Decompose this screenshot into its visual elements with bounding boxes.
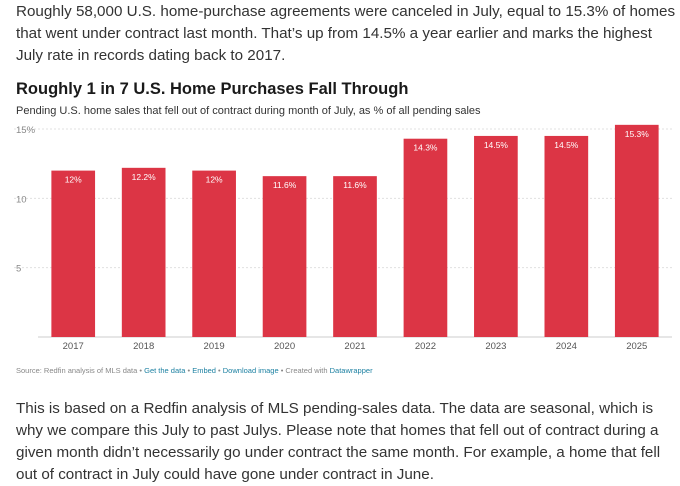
x-tick-label: 2023 xyxy=(485,341,506,352)
bar-value-label: 11.6% xyxy=(343,180,367,190)
x-tick-label: 2025 xyxy=(626,341,647,352)
bar-chart: 12% 12.2% 12% 11.6% 11.6% 14.3% 14.5% 14.5% 15.3… xyxy=(14,124,672,352)
bar-2017 xyxy=(51,170,96,337)
bar-2021 xyxy=(333,176,377,337)
datawrapper-link[interactable]: Datawrapper xyxy=(329,366,373,375)
bar-2025 xyxy=(614,124,659,337)
bar-value-label: 11.6% xyxy=(273,180,297,190)
source-line: Source: Redfin analysis of MLS data • Ge… xyxy=(16,366,373,375)
get-data-link[interactable]: Get the data xyxy=(144,366,186,375)
bar-value-label: 15.3% xyxy=(625,129,650,139)
y-tick-label: 15% xyxy=(16,125,36,136)
bars: 12% 12.2% 12% 11.6% 11.6% 14.3% 14.5% 14.5% 15.3… xyxy=(51,124,659,337)
separator: • xyxy=(137,366,145,375)
x-tick-label: 2024 xyxy=(556,341,577,352)
bar-2022 xyxy=(403,138,448,337)
bar-2024 xyxy=(544,135,589,337)
x-tick-label: 2020 xyxy=(274,341,295,352)
intro-paragraph: Roughly 58,000 U.S. home-purchase agreem… xyxy=(16,3,676,64)
axis-labels: 5 10 15% 2017 2018 2019 2020 2021 2022 2023 2024 20… xyxy=(16,125,647,352)
x-tick-label: 2022 xyxy=(415,341,436,352)
x-tick-label: 2018 xyxy=(133,341,154,352)
separator: • xyxy=(185,366,193,375)
x-tick-label: 2017 xyxy=(63,341,84,352)
created-with-text: • Created with xyxy=(278,366,330,375)
chart-subtitle: Pending U.S. home sales that fell out of… xyxy=(16,105,481,117)
download-image-link[interactable]: Download image xyxy=(222,366,279,375)
bar-value-label: 14.5% xyxy=(554,140,579,150)
bar-2023 xyxy=(474,135,518,337)
bar-2019 xyxy=(192,170,236,337)
y-tick-label: 5 xyxy=(16,264,21,275)
bar-value-label: 14.5% xyxy=(484,140,509,150)
x-tick-label: 2021 xyxy=(344,341,365,352)
bar-value-label: 12.2% xyxy=(132,172,157,182)
x-tick-label: 2019 xyxy=(204,341,225,352)
embed-link[interactable]: Embed xyxy=(192,366,216,375)
outro-paragraph: This is based on a Redfin analysis of ML… xyxy=(16,400,661,483)
y-tick-label: 10 xyxy=(16,194,27,205)
source-text: Source: Redfin analysis of MLS data xyxy=(16,366,138,375)
bar-value-label: 14.3% xyxy=(413,143,438,153)
bar-2018 xyxy=(121,167,166,337)
chart-title: Roughly 1 in 7 U.S. Home Purchases Fall … xyxy=(16,80,409,98)
bar-value-label: 12% xyxy=(65,175,82,185)
bar-2020 xyxy=(262,176,307,337)
bar-value-label: 12% xyxy=(206,175,223,185)
separator: • xyxy=(215,366,223,375)
